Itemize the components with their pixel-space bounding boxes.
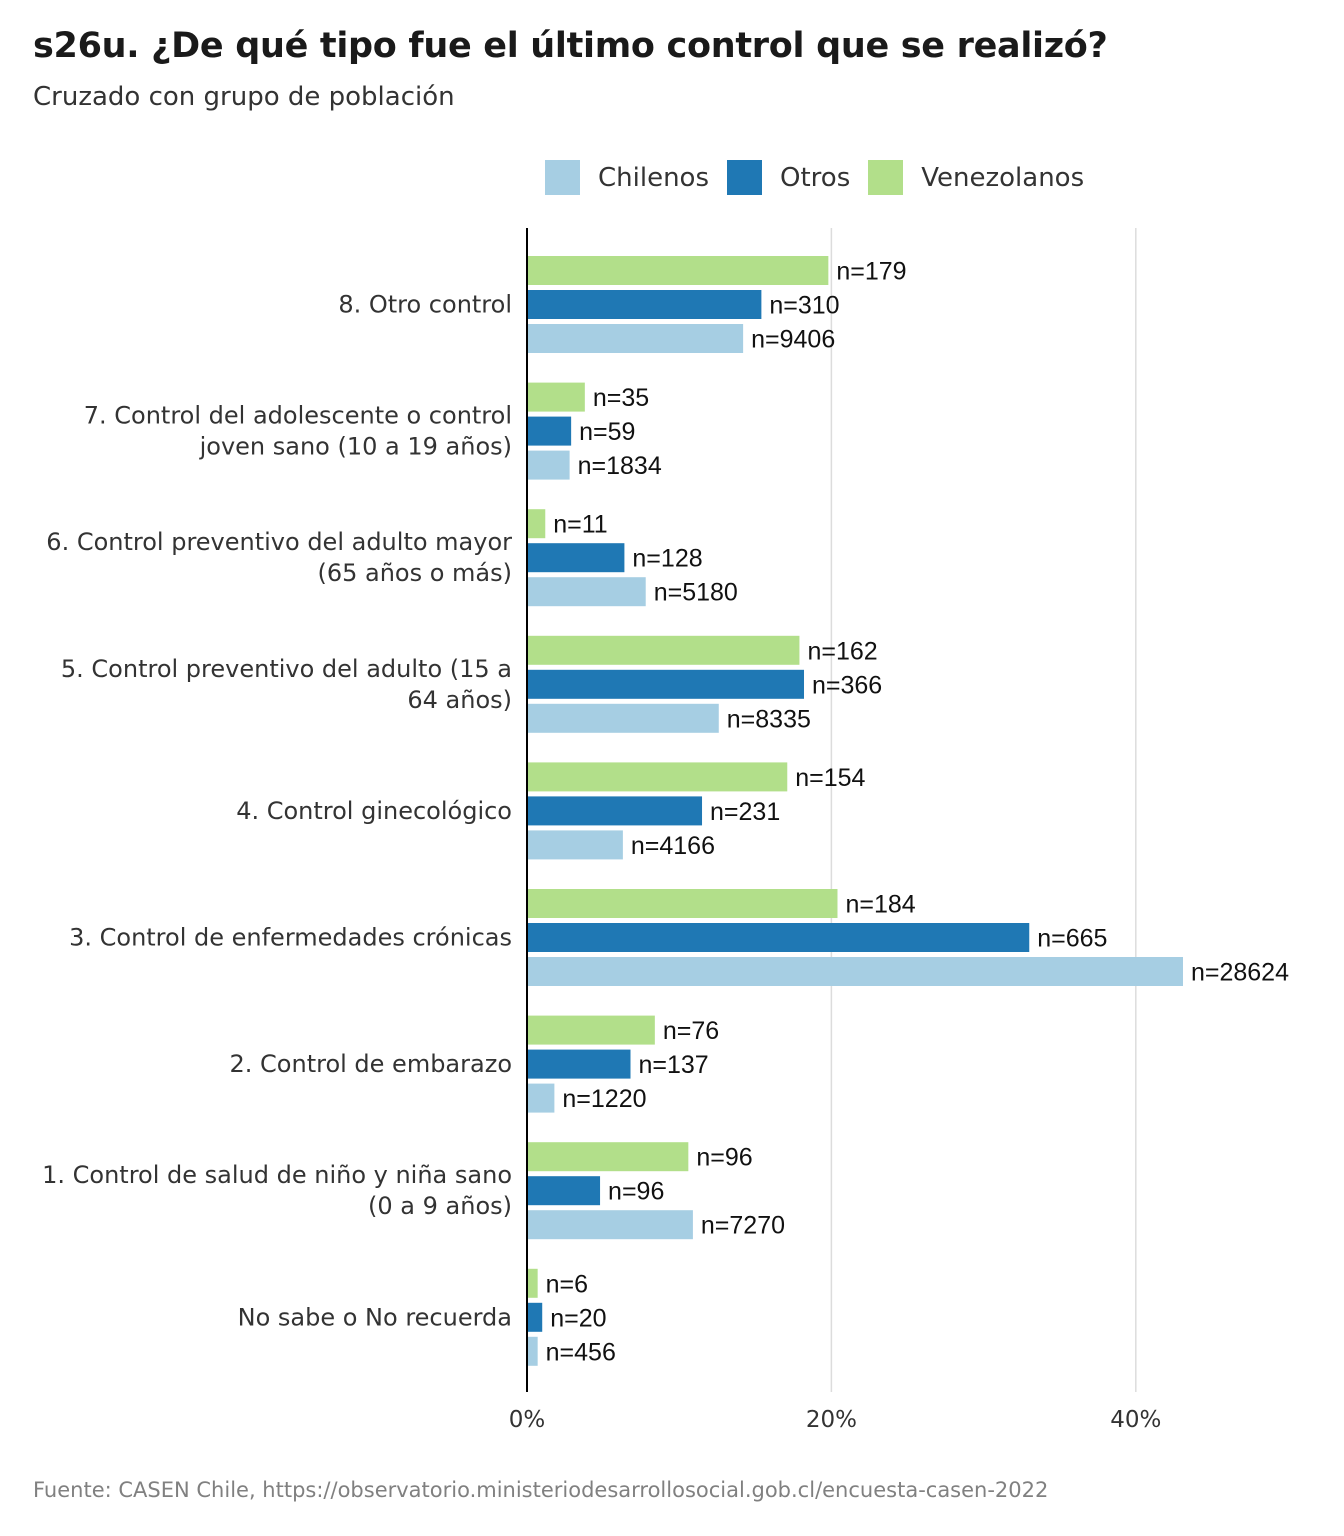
bar-otros-5	[527, 923, 1030, 952]
category-label-4: 4. Control ginecológico	[236, 797, 512, 825]
bar-venezolanos-6	[527, 1015, 655, 1045]
x-tick-label-20: 20%	[806, 1407, 857, 1433]
bar-otros-6	[527, 1049, 631, 1079]
legend-item-chilenos: Chilenos	[545, 160, 709, 195]
bar-otros-8	[527, 1302, 543, 1332]
bar-label-otros-5: n=665	[1037, 925, 1107, 953]
bar-chilenos-4	[527, 830, 623, 860]
bar-label-venezolanos-5: n=184	[845, 891, 915, 919]
bar-chilenos-5	[527, 957, 1183, 986]
bar-label-otros-4: n=231	[710, 798, 780, 826]
bar-label-chilenos-1: n=1834	[578, 452, 662, 480]
bar-label-otros-7: n=96	[608, 1178, 664, 1206]
bar-label-chilenos-0: n=9406	[751, 326, 835, 354]
bar-label-otros-0: n=310	[769, 292, 839, 320]
category-label-6: 2. Control de embarazo	[230, 1050, 512, 1078]
category-label-7-line-0: 1. Control de salud de niño y niña sano	[42, 1161, 512, 1189]
bar-label-chilenos-8: n=456	[546, 1338, 616, 1366]
x-tick-label-0: 0%	[509, 1407, 546, 1433]
legend-label-venezolanos: Venezolanos	[921, 162, 1085, 193]
bar-label-venezolanos-7: n=96	[696, 1144, 752, 1172]
legend-item-otros: Otros	[727, 160, 850, 195]
bar-label-venezolanos-6: n=76	[663, 1017, 719, 1045]
bar-venezolanos-3	[527, 635, 800, 665]
legend-label-otros: Otros	[780, 162, 851, 193]
chart-subtitle: Cruzado con grupo de población	[33, 82, 455, 112]
category-label-2-line-0: 6. Control preventivo del adulto mayor	[46, 528, 512, 556]
bar-label-chilenos-6: n=1220	[562, 1085, 646, 1113]
bar-venezolanos-5	[527, 889, 838, 918]
bar-label-venezolanos-8: n=6	[546, 1270, 588, 1298]
legend: Chilenos Otros Venezolanos	[545, 160, 1102, 195]
bar-venezolanos-2	[527, 509, 546, 539]
bar-venezolanos-4	[527, 762, 788, 792]
source-note: Fuente: CASEN Chile, https://observatori…	[33, 1478, 1049, 1502]
bar-label-chilenos-2: n=5180	[654, 579, 738, 607]
legend-item-venezolanos: Venezolanos	[868, 160, 1084, 195]
category-label-2-line-1: (65 años o más)	[317, 559, 512, 587]
bar-label-venezolanos-4: n=154	[795, 764, 865, 792]
category-label-0: 8. Otro control	[338, 291, 512, 319]
bar-otros-4	[527, 796, 703, 826]
x-tick-label-40: 40%	[1110, 1407, 1161, 1433]
bar-label-chilenos-5: n=28624	[1191, 959, 1289, 987]
category-label-3-line-1: 64 años)	[407, 686, 512, 714]
bar-venezolanos-8	[527, 1268, 538, 1298]
bar-chilenos-0	[527, 324, 744, 353]
bar-label-otros-3: n=366	[812, 671, 882, 699]
bar-otros-7	[527, 1176, 601, 1206]
bar-otros-0	[527, 290, 762, 319]
legend-swatch-otros	[727, 160, 763, 195]
bar-venezolanos-1	[527, 382, 585, 412]
legend-swatch-chilenos	[545, 160, 580, 195]
bar-chilenos-3	[527, 703, 719, 733]
bar-label-chilenos-3: n=8335	[727, 705, 811, 733]
category-label-7-line-1: (0 a 9 años)	[368, 1192, 512, 1220]
bar-label-otros-8: n=20	[550, 1304, 606, 1332]
bar-label-otros-6: n=137	[638, 1051, 708, 1079]
bar-venezolanos-0	[527, 256, 829, 285]
bar-label-venezolanos-1: n=35	[593, 384, 649, 412]
category-label-1-line-0: 7. Control del adolescente o control	[84, 402, 512, 430]
bar-label-chilenos-4: n=4166	[631, 832, 715, 860]
bar-chilenos-1	[527, 450, 570, 480]
bar-label-otros-1: n=59	[579, 418, 635, 446]
bar-otros-1	[527, 416, 572, 446]
bar-otros-3	[527, 669, 805, 699]
legend-swatch-venezolanos	[868, 160, 904, 195]
bar-label-venezolanos-3: n=162	[807, 637, 877, 665]
bar-label-chilenos-7: n=7270	[701, 1212, 785, 1240]
category-label-8: No sabe o No recuerda	[238, 1303, 512, 1331]
bar-venezolanos-7	[527, 1142, 689, 1172]
bar-chilenos-2	[527, 577, 646, 607]
category-label-1-line-1: joven sano (10 a 19 años)	[199, 433, 512, 461]
bar-label-venezolanos-0: n=179	[836, 258, 906, 286]
bar-chilenos-8	[527, 1336, 538, 1366]
chart-title: s26u. ¿De qué tipo fue el último control…	[33, 26, 1108, 66]
bar-label-otros-2: n=128	[632, 545, 702, 573]
bar-otros-2	[527, 543, 625, 573]
bar-label-venezolanos-2: n=11	[553, 511, 607, 539]
category-label-3-line-0: 5. Control preventivo del adulto (15 a	[61, 655, 512, 683]
bar-chilenos-6	[527, 1083, 555, 1113]
bar-chilenos-7	[527, 1210, 693, 1240]
legend-label-chilenos: Chilenos	[598, 162, 710, 193]
category-label-5: 3. Control de enfermedades crónicas	[69, 924, 512, 952]
